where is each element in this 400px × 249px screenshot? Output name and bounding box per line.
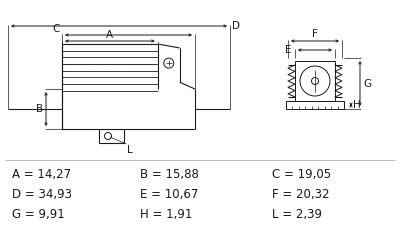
Text: H = 1,91: H = 1,91 — [140, 207, 192, 221]
Text: A: A — [106, 30, 114, 40]
Text: C = 19,05: C = 19,05 — [272, 168, 331, 181]
Text: F: F — [312, 29, 318, 39]
Text: D = 34,93: D = 34,93 — [12, 187, 72, 200]
Text: L: L — [127, 145, 133, 155]
Text: C: C — [53, 24, 60, 34]
Bar — [286, 101, 344, 109]
Text: B: B — [36, 104, 43, 114]
Text: E: E — [286, 45, 292, 55]
Text: G: G — [363, 78, 371, 88]
Text: E = 10,67: E = 10,67 — [140, 187, 198, 200]
Text: B = 15,88: B = 15,88 — [140, 168, 199, 181]
Text: D: D — [232, 21, 240, 31]
Text: H: H — [353, 100, 361, 110]
Bar — [295, 61, 335, 101]
Text: F = 20,32: F = 20,32 — [272, 187, 330, 200]
Text: G = 9,91: G = 9,91 — [12, 207, 65, 221]
Text: A = 14,27: A = 14,27 — [12, 168, 71, 181]
Text: L = 2,39: L = 2,39 — [272, 207, 322, 221]
